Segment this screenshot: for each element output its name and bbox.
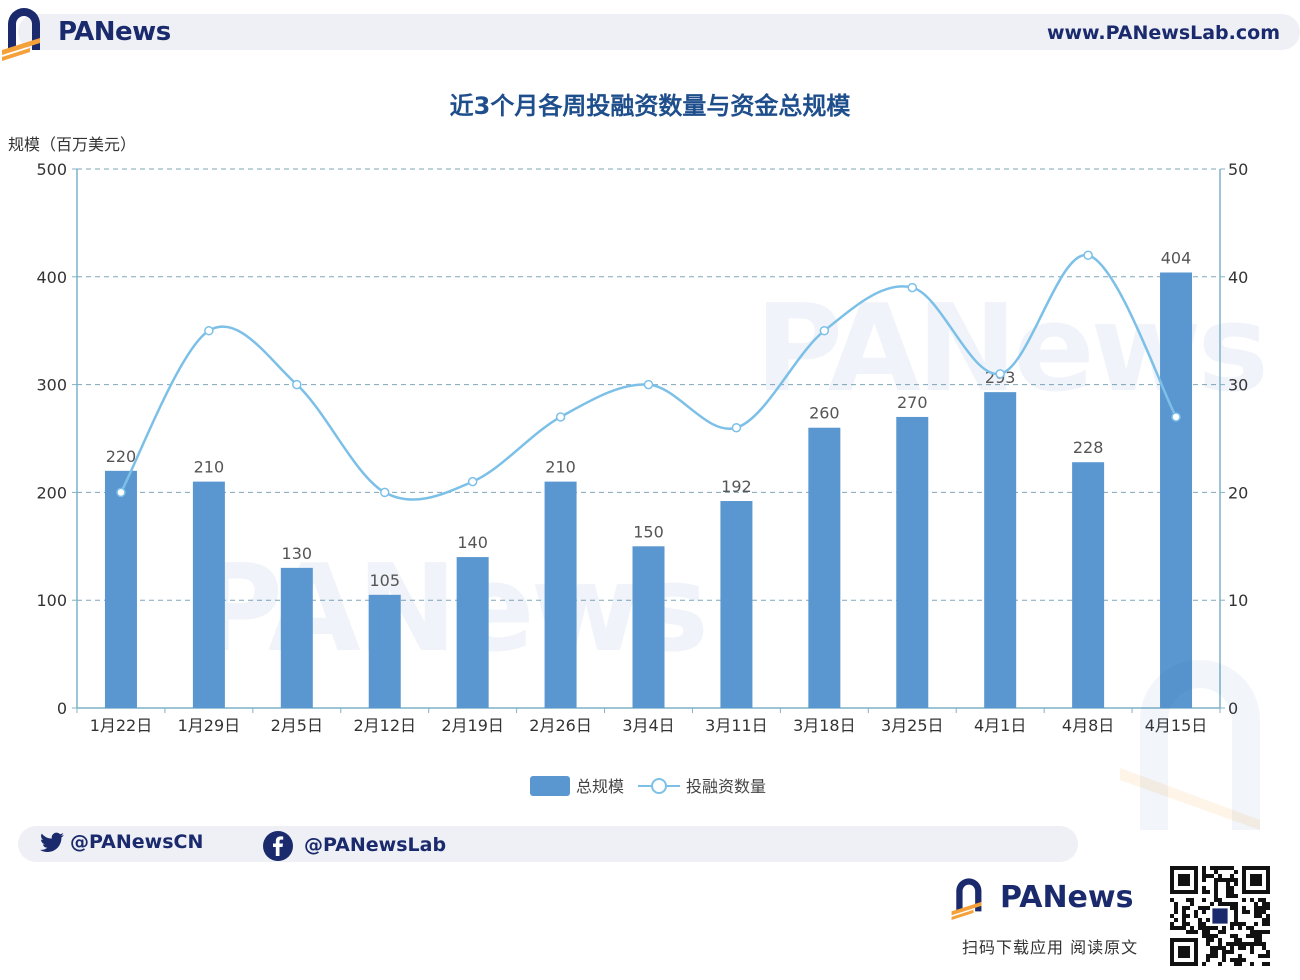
qr-code-icon[interactable] xyxy=(1170,866,1270,966)
site-url-link[interactable]: www.PANewsLab.com xyxy=(1046,22,1280,44)
social-bar xyxy=(18,826,1078,862)
line-point xyxy=(995,369,1005,379)
y-tick-label: 300 xyxy=(36,376,67,395)
twitter-handle[interactable]: @PANewsCN xyxy=(70,831,204,853)
legend-bar-swatch xyxy=(530,776,570,796)
line-point xyxy=(467,476,478,487)
bar xyxy=(192,481,225,708)
y2-tick-label: 30 xyxy=(1228,376,1248,395)
line-point xyxy=(379,487,390,498)
y2-tick-label: 50 xyxy=(1228,160,1248,179)
bar-value-label: 192 xyxy=(721,477,752,496)
x-tick-label: 4月1日 xyxy=(974,716,1026,735)
bar xyxy=(808,427,841,708)
y-tick-label: 400 xyxy=(36,268,67,287)
facebook-icon[interactable] xyxy=(262,830,294,862)
x-tick-label: 4月15日 xyxy=(1145,716,1208,735)
x-tick-label: 1月29日 xyxy=(178,716,241,735)
bar xyxy=(544,481,577,708)
bar-value-label: 220 xyxy=(106,447,137,466)
y2-tick-label: 40 xyxy=(1228,268,1248,287)
x-tick-label: 2月26日 xyxy=(529,716,592,735)
line-point xyxy=(204,325,214,336)
line-point xyxy=(1083,250,1093,260)
x-tick-label: 1月22日 xyxy=(90,716,153,735)
bar-value-label: 140 xyxy=(457,533,488,552)
y-axis-title: 规模（百万美元） xyxy=(8,135,136,154)
bar xyxy=(632,546,665,708)
panews-logo-icon xyxy=(951,878,982,920)
line-point xyxy=(292,379,302,390)
decorative-logo-arc xyxy=(1120,660,1260,830)
line-point xyxy=(116,487,126,498)
line-point xyxy=(819,325,830,336)
y2-tick-label: 0 xyxy=(1228,699,1238,718)
x-tick-label: 2月19日 xyxy=(441,716,504,735)
bar xyxy=(1160,272,1193,708)
bar-value-label: 260 xyxy=(809,404,840,423)
y-tick-label: 0 xyxy=(57,699,67,718)
line-point xyxy=(907,282,918,293)
bar xyxy=(104,470,137,708)
line-point xyxy=(555,412,566,422)
x-tick-label: 3月25日 xyxy=(881,716,944,735)
bar-value-label: 210 xyxy=(194,458,225,477)
brand-name: PANews xyxy=(58,17,171,47)
x-tick-label: 4月8日 xyxy=(1062,716,1114,735)
bar-value-label: 228 xyxy=(1073,438,1104,457)
line-point xyxy=(731,422,742,433)
legend-line-label: 投融资数量 xyxy=(686,777,766,796)
line-point xyxy=(1171,412,1181,422)
x-tick-label: 3月11日 xyxy=(705,716,768,735)
y-tick-label: 500 xyxy=(36,160,67,179)
x-tick-label: 3月18日 xyxy=(793,716,856,735)
footer-tagline: 扫码下载应用 阅读原文 xyxy=(962,938,1139,957)
x-tick-label: 2月12日 xyxy=(353,716,416,735)
chart-title: 近3个月各周投融资数量与资金总规模 xyxy=(449,92,851,120)
bar xyxy=(280,567,313,708)
x-tick-label: 2月5日 xyxy=(271,716,323,735)
y-tick-label: 200 xyxy=(36,483,67,502)
bar xyxy=(368,594,401,708)
facebook-handle[interactable]: @PANewsLab xyxy=(304,834,447,856)
bar-value-label: 404 xyxy=(1161,248,1192,267)
bar xyxy=(1072,462,1105,708)
legend-line-marker xyxy=(651,778,667,794)
legend-bar-label: 总规模 xyxy=(576,777,624,796)
bar xyxy=(984,392,1017,708)
y-tick-label: 100 xyxy=(36,591,67,610)
bar-value-label: 105 xyxy=(369,571,400,590)
bar-value-label: 130 xyxy=(282,544,313,563)
y2-tick-label: 20 xyxy=(1228,483,1248,502)
twitter-icon[interactable] xyxy=(38,830,66,856)
bar-value-label: 210 xyxy=(545,458,576,477)
bar-value-label: 270 xyxy=(897,393,928,412)
bar xyxy=(896,416,929,708)
count-line xyxy=(119,253,1178,501)
bar xyxy=(720,501,753,708)
combo-chart: 0 100 200 300 400 500 0 10 20 30 40 50 规模（百万美元） 1月22日… xyxy=(8,135,1248,796)
footer-brand-name: PANews xyxy=(1000,880,1134,915)
bar xyxy=(456,557,489,708)
panews-logo-icon xyxy=(2,8,40,61)
y2-tick-label: 10 xyxy=(1228,591,1248,610)
x-tick-label: 3月4日 xyxy=(622,716,674,735)
line-point xyxy=(643,379,654,390)
bar-value-label: 150 xyxy=(633,522,664,541)
header-bar xyxy=(18,14,1300,50)
